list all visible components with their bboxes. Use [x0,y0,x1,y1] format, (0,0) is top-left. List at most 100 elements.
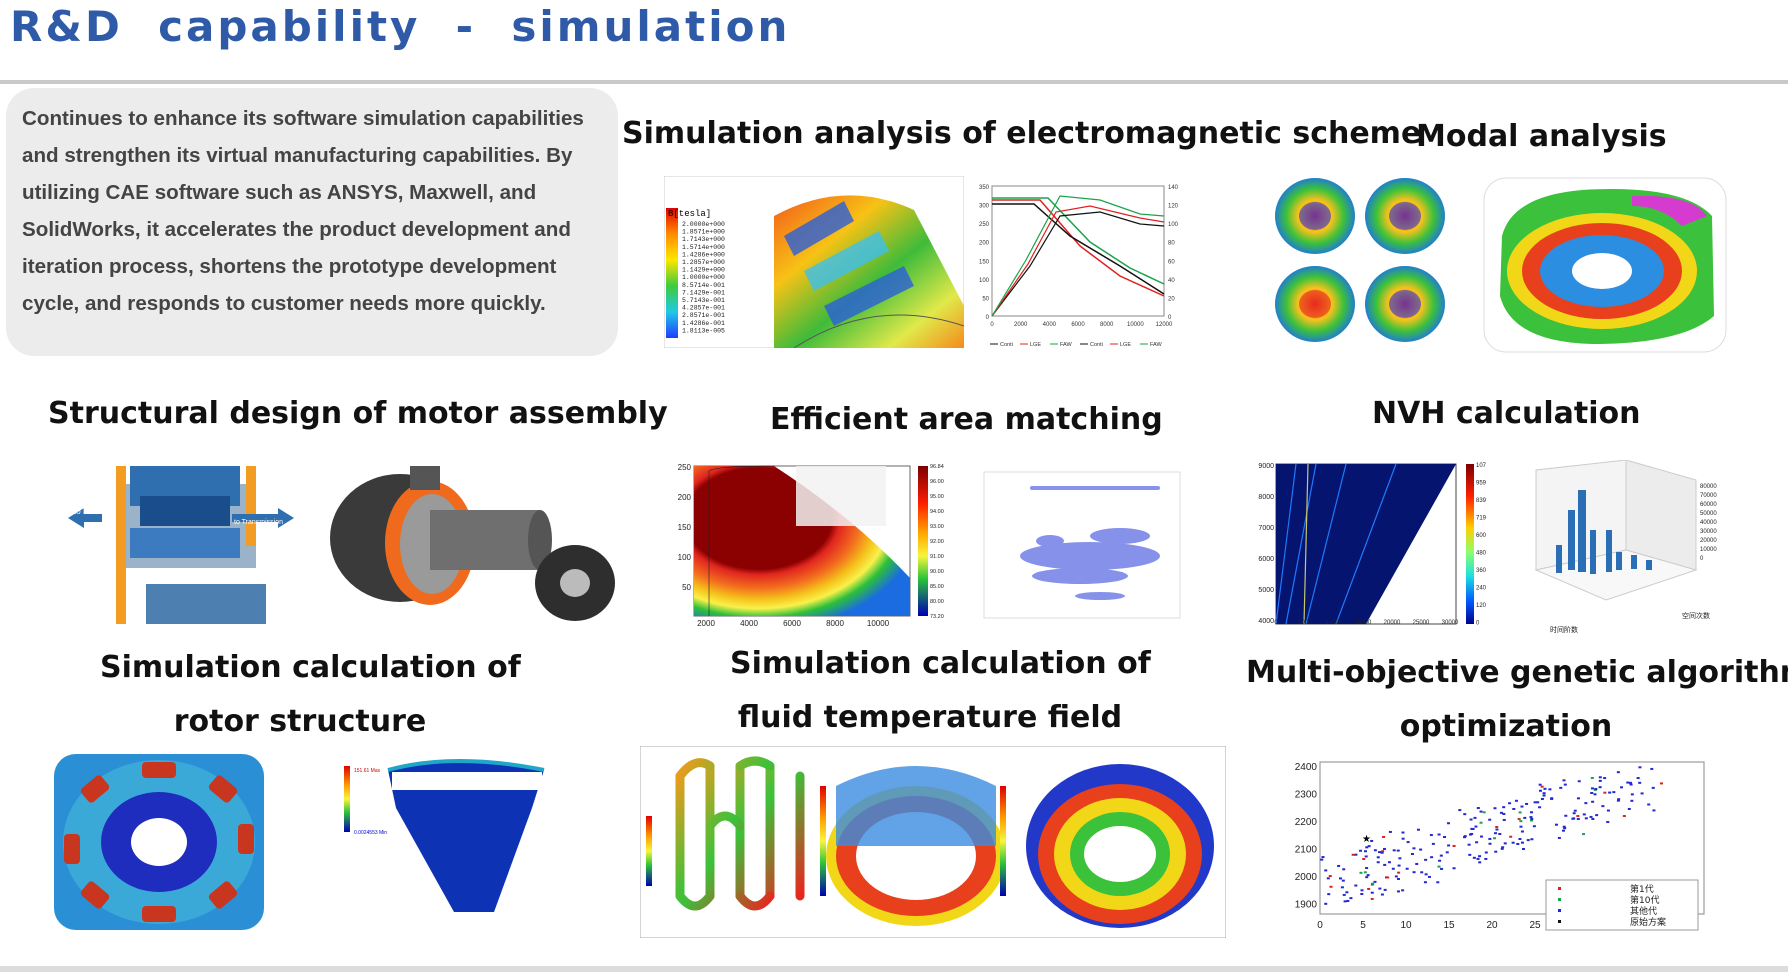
nvh-colorbar [1466,464,1474,624]
ga-point [1458,809,1462,812]
ga-point [1406,841,1410,844]
ga-point [1365,867,1369,870]
nvh-3d-bar-chart: 80000 70000 60000 50000 40000 30000 20000 10000… [1534,460,1717,634]
ga-point [1532,825,1536,828]
ga-point [1536,801,1540,804]
ga-point [1519,825,1523,828]
heading-nvh: NVH calculation [1372,396,1641,431]
eff-colorbar-tick: 96.00 [930,479,944,485]
ga-point [1401,831,1405,834]
em-legend-title: B[tesla] [668,209,711,219]
ga-point [1518,837,1522,840]
ga-point [1557,836,1561,839]
ga-point [1493,832,1497,835]
ga-point [1516,842,1520,845]
eff-colorbar-tick: 92.00 [930,539,944,545]
ga-point [1381,850,1385,853]
ga-point [1364,855,1368,858]
ga-point [1563,783,1567,786]
nvh-y-tick: 4000 [1258,618,1274,625]
ga-x-tick: 10 [1400,920,1412,931]
ga-point [1562,825,1566,828]
ga-point [1476,807,1480,810]
ga-point [1540,785,1544,788]
ga-point [1396,849,1400,852]
nvh-y-tick: 6000 [1258,556,1274,563]
nvh3d-z-tick: 20000 [1700,538,1717,544]
ga-point [1494,850,1498,853]
torque-y-tick: 0 [986,315,990,321]
em-legend-value: 1.1429e+000 [682,267,725,274]
ga-original-point: ★ [1362,834,1371,845]
ga-legend-marker [1558,887,1561,890]
title-divider [0,80,1788,84]
ga-point [1376,856,1380,859]
ga-point [1626,781,1630,784]
ga-point [1437,865,1441,868]
ga-point [1598,786,1602,789]
ga-point [1488,818,1492,821]
ga-point [1616,799,1620,802]
ga-point [1324,869,1328,872]
operating-points-plot [983,471,1181,619]
torque-y-tick: 50 [982,296,989,302]
eff-colorbar-tick: 96.84 [930,464,944,470]
ga-point [1582,833,1586,836]
label-to-ice: to ICE [74,507,96,516]
torque-y2-tick: 80 [1168,241,1175,247]
ga-point [1520,830,1524,833]
em-legend-value: 1.4286e+000 [682,251,725,258]
ga-point [1479,821,1483,824]
ga-point [1394,875,1398,878]
eff-x-tick: 8000 [826,619,844,628]
ga-point [1373,849,1377,852]
torque-y-tick: 300 [979,204,990,210]
ga-point [1529,816,1533,819]
em-legend-value: 1.0000e+000 [682,274,725,281]
em-legend-value: 1.2857e+000 [682,259,725,266]
ga-point [1530,811,1534,814]
nvh-x-tick: 25000 [1413,620,1430,626]
ga-point [1576,797,1580,800]
bottom-border [0,966,1788,972]
intro-panel: Continues to enhance its software simula… [6,88,618,356]
ga-point [1324,902,1328,905]
power-curve-faw [991,195,1165,317]
ga-point [1463,813,1467,816]
nvh-colorbar-tick: 600 [1476,533,1486,539]
ga-point [1659,782,1663,785]
eff-colorbar-tick: 90.00 [930,569,944,575]
ga-legend [1545,879,1699,931]
torque-y-tick: 250 [979,222,990,228]
power-curve-conti [991,211,1165,317]
nvh-colorbar-tick: 0 [1476,621,1480,627]
ga-point [1320,858,1324,861]
ga-point [1638,766,1642,769]
ga-point [1367,887,1371,890]
ga-point [1630,793,1634,796]
eff-y-tick: 250 [678,463,692,472]
nvh3d-z-tick: 0 [1700,556,1704,562]
nvh-colorbar-tick: 480 [1476,551,1486,557]
ga-point [1388,830,1392,833]
ga-point [1398,857,1402,860]
ga-point [1538,789,1542,792]
nvh3d-x-label: 时间阶数 [1550,625,1578,634]
ga-point [1647,803,1651,806]
ga-point [1473,816,1477,819]
efficiency-colorbar [918,466,928,616]
ga-point [1594,788,1598,791]
ga-point [1328,875,1332,878]
ga-point [1652,809,1656,812]
ga-point [1508,802,1512,805]
ga-y-tick: 2100 [1295,845,1318,856]
ga-point [1500,847,1504,850]
ga-point [1563,827,1567,830]
ga-point [1346,899,1350,902]
eff-x-tick: 6000 [783,619,801,628]
ga-point [1370,897,1374,900]
nvh-colorbar-tick: 240 [1476,586,1486,592]
ga-point [1452,867,1456,870]
ga-point [1410,852,1414,855]
